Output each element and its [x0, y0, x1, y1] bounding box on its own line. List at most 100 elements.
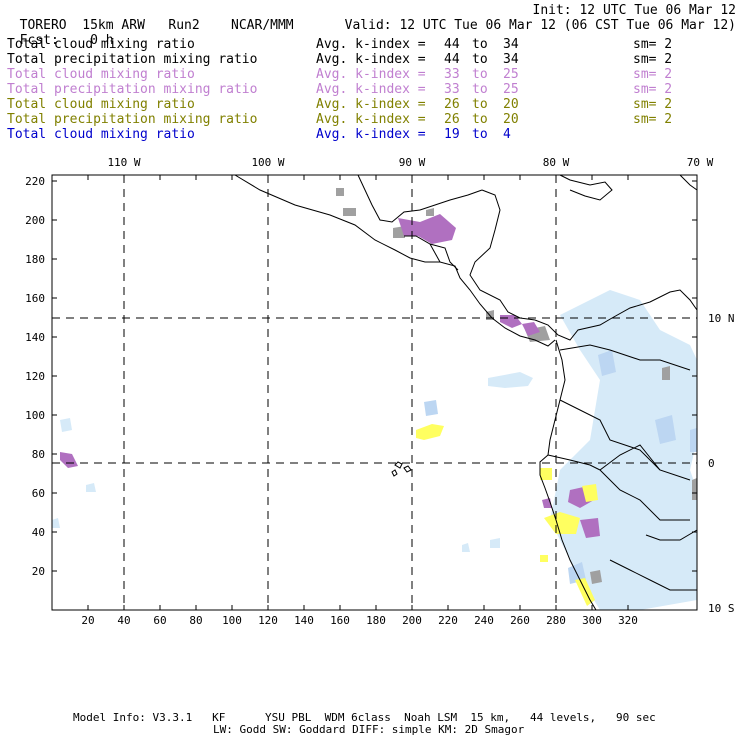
forecast-line: Fcst: 0 h — [4, 18, 114, 48]
legend-field-name: Total cloud mixing ratio — [7, 127, 195, 142]
bottom-tick-label: 60 — [153, 614, 166, 627]
right-latitude-label: 10 S — [708, 602, 735, 615]
country-borders — [404, 235, 698, 591]
bottom-tick-label: 160 — [330, 614, 350, 627]
legend-to-label: to — [472, 82, 488, 97]
legend-to-label: to — [472, 52, 488, 67]
physics-info-line: LW: Godd SW: Goddard DIFF: simple KM: 2D… — [213, 723, 525, 736]
legend-field-name: Total cloud mixing ratio — [7, 37, 195, 52]
left-tick-label: 140 — [25, 331, 45, 344]
bottom-tick-label: 240 — [474, 614, 494, 627]
legend-kindex-from: 26 — [444, 112, 460, 127]
bottom-tick-label: 100 — [222, 614, 242, 627]
legend-kindex-from: 33 — [444, 82, 460, 97]
legend-to-label: to — [472, 67, 488, 82]
legend-kindex-to: 25 — [503, 67, 519, 82]
light-blue-cloud-areas — [52, 290, 697, 610]
bottom-tick-label: 260 — [510, 614, 530, 627]
bottom-tick-label: 200 — [402, 614, 422, 627]
top-longitude-label: 100 W — [251, 156, 284, 169]
bottom-tick-label: 280 — [546, 614, 566, 627]
legend-kindex-to: 20 — [503, 97, 519, 112]
legend-kindex-to: 25 — [503, 82, 519, 97]
model-resolution: 15km ARW — [82, 18, 145, 33]
legend-kindex-to: 34 — [503, 52, 519, 67]
legend-kindex-label: Avg. k-index = — [316, 52, 426, 67]
legend-field-name: Total cloud mixing ratio — [7, 67, 195, 82]
left-tick-label: 200 — [25, 214, 45, 227]
left-tick-label: 180 — [25, 253, 45, 266]
legend-kindex-label: Avg. k-index = — [316, 112, 426, 127]
legend-kindex-label: Avg. k-index = — [316, 82, 426, 97]
legend-kindex-from: 26 — [444, 97, 460, 112]
left-tick-label: 160 — [25, 292, 45, 305]
bottom-tick-label: 120 — [258, 614, 278, 627]
legend-smoothing: sm= 2 — [633, 52, 673, 67]
left-tick-label: 100 — [25, 409, 45, 422]
bottom-tick-label: 300 — [582, 614, 602, 627]
legend-field-name: Total cloud mixing ratio — [7, 97, 195, 112]
right-latitude-labels: 10 N 0 10 S — [708, 312, 735, 615]
legend-kindex-label: Avg. k-index = — [316, 67, 426, 82]
bottom-tick-label: 20 — [81, 614, 94, 627]
left-tick-label: 40 — [32, 526, 45, 539]
top-longitude-label: 90 W — [399, 156, 426, 169]
left-tick-label: 60 — [32, 487, 45, 500]
bottom-tick-label: 320 — [618, 614, 638, 627]
legend-to-label: to — [472, 37, 488, 52]
left-tick-label: 80 — [32, 448, 45, 461]
legend-kindex-to: 20 — [503, 112, 519, 127]
left-tick-label: 220 — [25, 175, 45, 188]
bottom-tick-label: 140 — [294, 614, 314, 627]
org-label: NCAR/MMM — [231, 18, 294, 33]
left-axis-ticks: 220 200 180 160 140 120 100 80 60 40 20 — [25, 175, 697, 578]
legend-to-label: to — [472, 97, 488, 112]
legend-kindex-label: Avg. k-index = — [316, 127, 426, 142]
legend-smoothing: sm= 2 — [633, 37, 673, 52]
bottom-axis-ticks: 20 40 60 80 100 120 140 160 180 200 220 240 260 280 30… — [81, 175, 638, 627]
bottom-tick-label: 180 — [366, 614, 386, 627]
right-latitude-label: 10 N — [708, 312, 735, 325]
legend-to-label: to — [472, 112, 488, 127]
legend-kindex-to: 34 — [503, 37, 519, 52]
top-longitude-label: 80 W — [543, 156, 570, 169]
bottom-tick-label: 40 — [117, 614, 130, 627]
legend-kindex-label: Avg. k-index = — [316, 97, 426, 112]
legend-smoothing: sm= 2 — [633, 82, 673, 97]
left-tick-label: 20 — [32, 565, 45, 578]
fcst-value: 0 h — [90, 33, 114, 48]
legend-to-label: to — [472, 127, 488, 142]
legend-smoothing: sm= 2 — [633, 67, 673, 82]
legend-field-name: Total precipitation mixing ratio — [7, 82, 258, 97]
legend-kindex-from: 44 — [444, 37, 460, 52]
top-longitude-label: 110 W — [107, 156, 140, 169]
init-time: Init: 12 UTC Tue 06 Mar 12 — [532, 3, 737, 18]
legend-kindex-from: 44 — [444, 52, 460, 67]
legend-kindex-label: Avg. k-index = — [316, 37, 426, 52]
lat-lon-grid — [52, 175, 697, 610]
left-tick-label: 120 — [25, 370, 45, 383]
legend-field-name: Total precipitation mixing ratio — [7, 112, 258, 127]
fcst-label: Fcst: — [19, 33, 59, 48]
legend-kindex-from: 33 — [444, 67, 460, 82]
valid-time: Valid: 12 UTC Tue 06 Mar 12 (06 CST Tue … — [344, 18, 736, 33]
legend-smoothing: sm= 2 — [633, 112, 673, 127]
model-name: TORERO — [19, 18, 67, 33]
legend-kindex-to: 4 — [503, 127, 511, 142]
legend-kindex-from: 19 — [444, 127, 460, 142]
top-longitude-labels: 110 W 100 W 90 W 80 W 70 W — [107, 156, 713, 169]
bottom-tick-label: 80 — [189, 614, 202, 627]
top-longitude-label: 70 W — [687, 156, 714, 169]
coastlines — [234, 174, 698, 611]
gray-cloud-areas — [336, 188, 697, 584]
plot-frame — [51, 174, 698, 611]
right-latitude-label: 0 — [708, 457, 715, 470]
header-title-line: TORERO 15km ARW Run2 NCAR/MMM — [4, 3, 294, 33]
run-label: Run2 — [168, 18, 200, 33]
bottom-tick-label: 220 — [438, 614, 458, 627]
legend-smoothing: sm= 2 — [633, 97, 673, 112]
blue-cloud-areas — [424, 350, 697, 584]
model-info-line: Model Info: V3.3.1 KF YSU PBL WDM 6class… — [73, 711, 656, 724]
yellow-precip-areas — [416, 424, 598, 606]
